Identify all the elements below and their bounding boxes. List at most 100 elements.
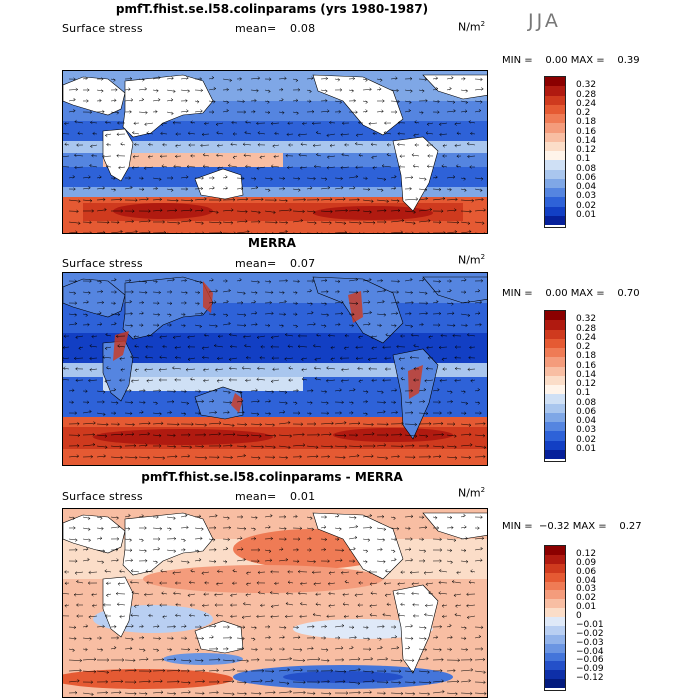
map-panel-model: [62, 70, 488, 234]
stress-map-difference: [63, 509, 487, 697]
colorbar-tick-label: 0.02: [576, 200, 597, 211]
colorbar-tick-label: 0.01: [576, 443, 597, 454]
colorbar-tick-label: 0.32: [576, 80, 597, 91]
colorbar-tick-label: 0.1: [576, 154, 591, 165]
colorbar-tick-label: −0.02: [576, 628, 604, 639]
variable-label: Surface stress: [62, 22, 143, 35]
colorbar-swatch: [545, 652, 565, 662]
colorbar-swatch: [545, 178, 565, 188]
mean-value: 0.08: [290, 22, 316, 35]
colorbar-swatch: [545, 311, 565, 321]
colorbar-tick-label: 0.28: [576, 323, 597, 334]
colorbar-merra: [544, 310, 566, 462]
colorbar-tick-label: 0.06: [576, 566, 597, 577]
colorbar-swatch: [545, 422, 565, 432]
colorbar-swatch: [545, 670, 565, 680]
colorbar-swatch: [545, 197, 565, 207]
colorbar-tick-label: 0.12: [576, 379, 597, 389]
colorbar-tick-label: 0.32: [576, 314, 597, 325]
colorbar-tick-label: 0.02: [576, 434, 597, 445]
colorbar-swatch: [545, 581, 565, 591]
colorbar-tick-label: 0.01: [576, 602, 597, 613]
colorbar-swatch: [545, 617, 565, 626]
colorbar-tick-label: 0.14: [576, 135, 597, 146]
mean-value: 0.07: [290, 257, 316, 270]
colorbar-swatch: [545, 329, 565, 339]
colorbar-swatch: [545, 77, 565, 87]
colorbar-swatch: [545, 375, 565, 385]
colorbar-swatch: [545, 403, 565, 413]
colorbar-tick-label: 0.02: [576, 593, 597, 604]
colorbar-swatch: [545, 188, 565, 198]
colorbar-swatch: [545, 449, 565, 459]
colorbar-tick-label: 0.24: [576, 98, 597, 109]
colorbar-tick-label: 0.2: [576, 342, 591, 352]
colorbar-tick-label: 0.12: [576, 145, 597, 155]
colorbar-swatch: [545, 104, 565, 114]
colorbar-swatch: [545, 357, 565, 367]
map-panel-merra: [62, 272, 488, 466]
colorbar-tick-label: 0.01: [576, 209, 597, 220]
colorbar-tick-label: 0.28: [576, 89, 597, 100]
colorbar-tick-label: 0.04: [576, 416, 597, 426]
colorbar-tick-label: −0.06: [576, 655, 604, 666]
colorbar-swatch: [545, 385, 565, 395]
colorbar-swatch: [545, 431, 565, 441]
min-max-readout: MIN = 0.00 MAX = 0.70: [502, 288, 640, 299]
units-label: N/m2: [458, 20, 486, 34]
panel-title-merra: MERRA: [248, 236, 296, 250]
stress-vector-arrows: [63, 75, 486, 233]
colorbar-swatch: [545, 661, 565, 671]
colorbar-swatch: [545, 634, 565, 644]
colorbar-swatch: [545, 599, 565, 609]
colorbar-swatch: [545, 114, 565, 124]
stress-vector-arrows: [63, 513, 487, 697]
stress-vector-arrows: [63, 277, 487, 460]
colorbar-swatch: [545, 546, 565, 555]
colorbar-swatch: [545, 440, 565, 450]
colorbar-tick-label: −0.04: [576, 646, 604, 657]
colorbar-tick-label: 0.04: [576, 575, 597, 586]
colorbar-swatch: [545, 554, 565, 564]
map-panel-difference: [62, 508, 488, 698]
units-label: N/m2: [458, 253, 486, 267]
colorbar-tick-label: 0.03: [576, 425, 597, 436]
colorbar-swatch: [545, 206, 565, 216]
colorbar-swatch: [545, 679, 565, 688]
colorbar-tick-label: 0.06: [576, 172, 597, 183]
colorbar-tick-label: −0.03: [576, 637, 604, 648]
colorbar-tick-label: 0.1: [576, 388, 591, 399]
stress-map-model: [63, 71, 487, 233]
colorbar-swatch: [545, 590, 565, 600]
colorbar-tick-label: 0.08: [576, 163, 597, 174]
colorbar-tick-label: 0: [576, 611, 582, 621]
mean-label: mean=: [235, 257, 277, 270]
colorbar-swatch: [545, 169, 565, 179]
colorbar-tick-label: 0.03: [576, 191, 597, 202]
colorbar-swatch: [545, 132, 565, 142]
colorbar-tick-label: 0.18: [576, 351, 597, 362]
season-label: JJA: [528, 10, 561, 32]
colorbar-tick-label: −0.01: [576, 619, 604, 630]
variable-label: Surface stress: [62, 490, 143, 503]
colorbar-swatch: [545, 320, 565, 330]
colorbar-difference: [544, 545, 566, 691]
colorbar-swatch: [545, 95, 565, 105]
colorbar-tick-label: 0.12: [576, 548, 597, 559]
colorbar-swatch: [545, 151, 565, 161]
colorbar-swatch: [545, 141, 565, 151]
colorbar-swatch: [545, 366, 565, 376]
colorbar-tick-label: 0.24: [576, 332, 597, 343]
colorbar-swatch: [545, 215, 565, 225]
colorbar-swatch: [545, 123, 565, 133]
colorbar-swatch: [545, 348, 565, 358]
colorbar-tick-label: 0.03: [576, 584, 597, 595]
colorbar-swatch: [545, 643, 565, 653]
units-label: N/m2: [458, 486, 486, 500]
colorbar-tick-label: −0.12: [576, 673, 604, 684]
colorbar-tick-label: 0.08: [576, 397, 597, 408]
colorbar-tick-label: 0.14: [576, 369, 597, 380]
colorbar-tick-label: 0.06: [576, 406, 597, 417]
colorbar-model: [544, 76, 566, 228]
colorbar-swatch: [545, 338, 565, 348]
